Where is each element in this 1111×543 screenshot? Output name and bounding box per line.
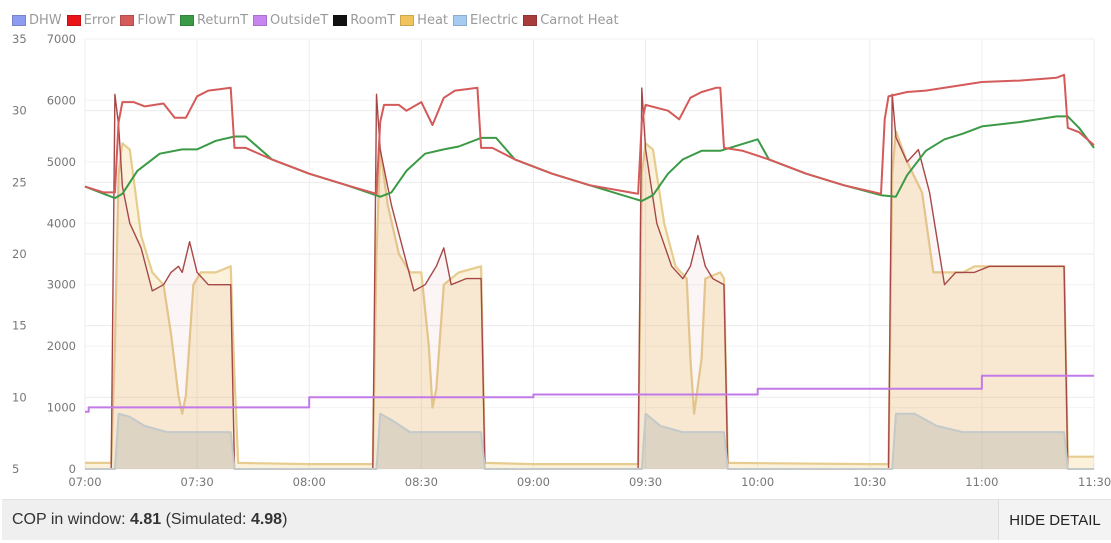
legend-swatch-flowt xyxy=(120,14,135,26)
x-tick-label: 11:00 xyxy=(965,475,998,489)
series-area-heat xyxy=(85,131,1094,469)
right-tick-label: 2000 xyxy=(47,339,76,353)
chart-legend: DHW Error FlowT ReturnT OutsideT RoomT Heat Ele… xyxy=(12,11,620,29)
legend-item-roomt[interactable]: RoomT xyxy=(333,13,395,28)
legend-label-electric: Electric xyxy=(470,12,519,28)
legend-item-flowt[interactable]: FlowT xyxy=(120,13,175,28)
legend-item-error[interactable]: Error xyxy=(66,12,116,28)
series-line-electric xyxy=(85,412,1094,470)
cop-summary: COP in window: 4.81 (Simulated: 4.98) xyxy=(2,511,287,529)
legend-item-carnot-heat[interactable]: Carnot Heat xyxy=(523,12,619,28)
legend-swatch-dhw xyxy=(12,14,26,26)
right-tick-label: 5000 xyxy=(47,155,76,169)
x-tick-label: 08:30 xyxy=(405,475,438,489)
simulated-close: ) xyxy=(282,511,288,528)
x-tick-label: 11:30 xyxy=(1078,475,1111,489)
legend-label-returnt: ReturnT xyxy=(196,12,249,28)
legend-label-carnot-heat: Carnot Heat xyxy=(540,12,619,28)
legend-swatch-heat xyxy=(400,14,415,26)
left-tick-label: 25 xyxy=(12,175,27,189)
x-axis-ticks: 07:00 07:30 08:00 08:30 09:00 09:30 10:00 10:30… xyxy=(68,475,1111,489)
legend-label-heat: Heat xyxy=(417,12,449,28)
cop-value: 4.81 xyxy=(129,511,162,528)
legend-swatch-returnt xyxy=(179,14,194,26)
legend-label-flowt: FlowT xyxy=(137,12,175,28)
right-tick-label: 1000 xyxy=(47,401,76,415)
series-line-flowt xyxy=(84,73,1095,195)
series-line-outsidet xyxy=(85,374,1094,413)
cop-footer: COP in window: 4.81 (Simulated: 4.98) HI… xyxy=(2,499,1111,540)
legend-swatch-roomt xyxy=(333,14,348,26)
chart: 5 10 15 20 25 30 35 0 1000 2000 3000 4000 5000 6000 7… xyxy=(12,32,1111,489)
legend-swatch-outsidet xyxy=(253,14,268,26)
legend-item-returnt[interactable]: ReturnT xyxy=(179,12,249,28)
legend-swatch-error xyxy=(66,14,81,26)
chart-grid xyxy=(84,38,1095,470)
x-tick-label: 10:30 xyxy=(853,475,886,489)
legend-item-dhw[interactable]: DHW xyxy=(12,13,62,28)
x-tick-label: 08:00 xyxy=(293,475,326,489)
left-tick-label: 10 xyxy=(12,390,27,404)
legend-swatch-electric xyxy=(453,14,468,26)
left-tick-label: 5 xyxy=(12,462,19,476)
x-tick-label: 07:30 xyxy=(181,475,214,489)
legend-item-electric[interactable]: Electric xyxy=(453,13,518,28)
hide-detail-button[interactable]: HIDE DETAIL xyxy=(998,500,1111,540)
right-tick-label: 7000 xyxy=(47,32,76,46)
right-tick-label: 3000 xyxy=(47,278,76,292)
legend-swatch-carnot-heat xyxy=(523,14,538,26)
left-axis-ticks: 5 10 15 20 25 30 35 xyxy=(12,32,27,476)
right-tick-label: 4000 xyxy=(47,216,76,230)
legend-label-outsidet: OutsideT xyxy=(270,12,329,28)
series-area-carnot-heat xyxy=(85,88,1094,469)
left-tick-label: 20 xyxy=(12,247,27,261)
x-tick-label: 09:30 xyxy=(629,475,662,489)
left-tick-label: 35 xyxy=(12,32,27,46)
cop-label: COP in window: xyxy=(12,511,130,528)
x-tick-label: 09:00 xyxy=(517,475,550,489)
series-layer xyxy=(84,73,1095,470)
simulated-open: (Simulated: xyxy=(161,511,251,528)
legend-label-error: Error xyxy=(83,12,116,28)
right-tick-label: 6000 xyxy=(47,93,76,107)
right-axis-ticks: 0 1000 2000 3000 4000 5000 6000 7000 xyxy=(47,32,76,476)
right-tick-label: 0 xyxy=(69,462,76,476)
legend-item-outsidet[interactable]: OutsideT xyxy=(253,13,328,28)
x-tick-label: 07:00 xyxy=(68,475,101,489)
series-area-electric xyxy=(85,413,1094,469)
simulated-cop-value: 4.98 xyxy=(250,511,283,528)
series-line-carnot-heat xyxy=(85,87,1094,470)
x-tick-label: 10:00 xyxy=(741,475,774,489)
legend-item-heat[interactable]: Heat xyxy=(400,13,448,28)
legend-label-roomt: RoomT xyxy=(350,12,396,28)
left-tick-label: 30 xyxy=(12,104,27,118)
left-tick-label: 15 xyxy=(12,319,27,333)
series-line-returnt xyxy=(84,115,1095,202)
legend-label-dhw: DHW xyxy=(29,12,62,28)
